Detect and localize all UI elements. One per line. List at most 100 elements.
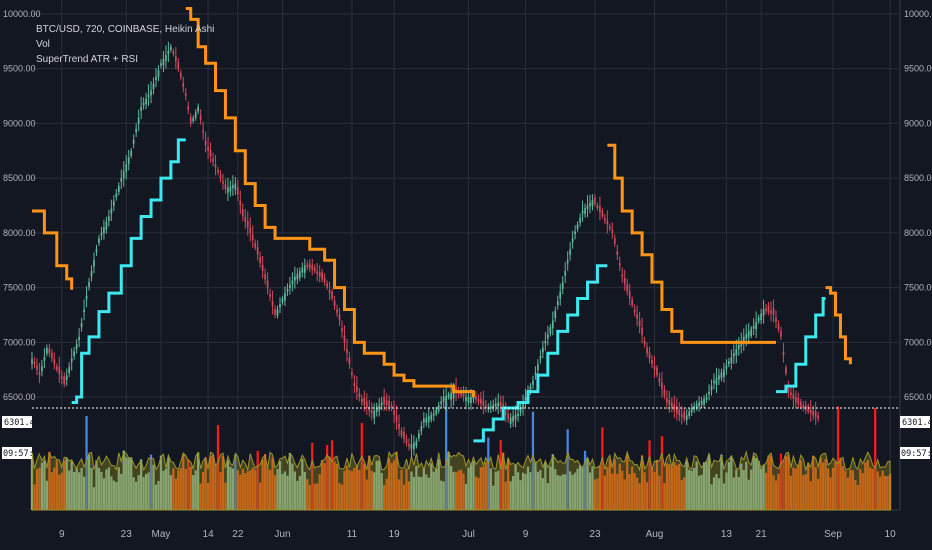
volume-bar bbox=[698, 475, 701, 510]
volume-bar bbox=[596, 478, 599, 510]
volume-bar bbox=[665, 463, 668, 510]
candle-body bbox=[517, 413, 519, 417]
candle-body bbox=[482, 400, 485, 406]
candle-body bbox=[70, 358, 73, 362]
candle-body bbox=[360, 398, 363, 403]
volume-bar bbox=[122, 450, 125, 510]
volume-bar bbox=[78, 472, 81, 510]
candle-body bbox=[214, 164, 217, 168]
x-tick-label: Jul bbox=[462, 529, 475, 540]
candle-body bbox=[616, 251, 619, 255]
volume-bar bbox=[397, 479, 401, 510]
volume-bar bbox=[851, 470, 854, 510]
volume-bar bbox=[802, 475, 805, 510]
volume-bar bbox=[249, 470, 252, 510]
volume-bar bbox=[792, 467, 795, 510]
y-tick-label-left: 8000.00 bbox=[3, 228, 36, 238]
candle-body bbox=[298, 271, 301, 278]
candle-body bbox=[668, 400, 671, 406]
candle-body bbox=[36, 365, 38, 370]
y-tick-label-right: 9000.00 bbox=[904, 118, 932, 128]
volume-bar bbox=[628, 474, 631, 510]
candle-body bbox=[41, 366, 43, 372]
volume-bar bbox=[702, 462, 706, 510]
candle-body bbox=[410, 444, 413, 449]
candle-body bbox=[465, 397, 467, 401]
candle-body bbox=[611, 229, 614, 233]
x-tick-label: Aug bbox=[646, 529, 664, 540]
volume-bar bbox=[489, 468, 492, 510]
candle-body bbox=[415, 440, 418, 446]
candle-body bbox=[83, 309, 85, 313]
volume-bar bbox=[700, 474, 703, 510]
candle-body bbox=[430, 414, 433, 420]
volume-bar bbox=[142, 477, 145, 510]
candle-body bbox=[78, 336, 80, 340]
candle-body bbox=[152, 83, 155, 90]
candle-body bbox=[110, 208, 113, 214]
candle-body bbox=[316, 271, 319, 274]
volume-bar bbox=[97, 468, 101, 510]
candle-body bbox=[170, 46, 172, 50]
candle-body bbox=[633, 309, 636, 313]
volume-bar bbox=[189, 466, 192, 510]
candle-body bbox=[559, 291, 562, 299]
volume-bar bbox=[204, 457, 207, 510]
candle-body bbox=[222, 181, 224, 184]
volume-bar bbox=[819, 457, 822, 510]
candle-body bbox=[80, 323, 83, 328]
volume-bar bbox=[536, 471, 540, 510]
legend-symbol[interactable]: BTC/USD, 720, COINBASE, Heikin Ashi bbox=[36, 24, 215, 35]
volume-bar bbox=[789, 475, 792, 510]
volume-bar bbox=[814, 467, 817, 510]
volume-bar bbox=[569, 471, 572, 510]
volume-bar bbox=[695, 461, 698, 510]
candle-body bbox=[145, 98, 147, 105]
candle-body bbox=[130, 150, 133, 156]
candle-body bbox=[75, 344, 78, 350]
candle-body bbox=[794, 397, 797, 403]
candle-body bbox=[604, 218, 606, 221]
volume-bar bbox=[412, 476, 416, 510]
volume-bar bbox=[608, 458, 611, 510]
volume-bar bbox=[559, 475, 562, 510]
volume-bar bbox=[658, 475, 661, 510]
volume-bar bbox=[804, 473, 807, 510]
volume-bar bbox=[722, 483, 726, 510]
candle-body bbox=[447, 394, 450, 398]
volume-bar bbox=[824, 458, 827, 510]
volume-bar bbox=[330, 440, 334, 510]
volume-bar bbox=[710, 484, 713, 510]
volume-bar bbox=[211, 454, 215, 510]
candle-body bbox=[53, 358, 56, 365]
volume-bar bbox=[474, 476, 478, 510]
volume-bar bbox=[541, 478, 544, 510]
candle-body bbox=[814, 411, 817, 418]
candle-body bbox=[581, 210, 584, 214]
candle-body bbox=[108, 216, 110, 222]
volume-bar bbox=[435, 468, 438, 510]
volume-bar bbox=[199, 483, 202, 510]
candle-body bbox=[599, 206, 601, 213]
volume-bar bbox=[879, 476, 882, 510]
volume-bar bbox=[383, 485, 386, 510]
candle-body bbox=[209, 150, 212, 157]
supertrend-segment bbox=[825, 286, 852, 365]
legend-volume[interactable]: Vol bbox=[36, 39, 50, 50]
candle-body bbox=[621, 274, 624, 277]
legend-indicator[interactable]: SuperTrend ATR + RSI bbox=[36, 54, 138, 65]
candle-body bbox=[750, 328, 753, 337]
candle-body bbox=[710, 386, 713, 391]
volume-bar bbox=[75, 467, 78, 510]
y-tick-label-left: 9000.00 bbox=[3, 118, 36, 128]
x-tick-label: 23 bbox=[121, 529, 133, 540]
candle-body bbox=[648, 352, 651, 359]
volume-bar bbox=[157, 481, 160, 510]
volume-bar bbox=[432, 471, 435, 510]
volume-bar bbox=[529, 472, 532, 510]
volume-bar bbox=[519, 480, 522, 510]
volume-bar bbox=[504, 481, 507, 510]
candle-body bbox=[291, 280, 294, 285]
volume-bar bbox=[343, 470, 346, 510]
